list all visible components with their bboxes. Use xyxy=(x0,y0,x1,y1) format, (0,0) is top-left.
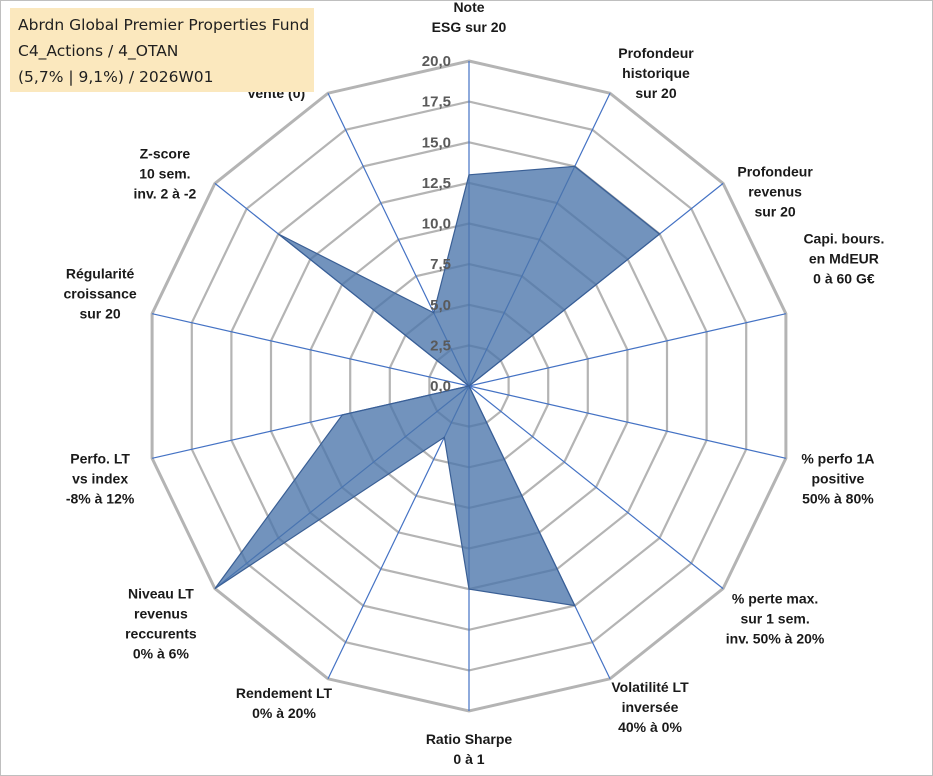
axis-label: Profondeur historique sur 20 xyxy=(618,45,694,101)
axis-label: Rendement LT 0% à 20% xyxy=(236,685,333,721)
radar-tick-labels: 0,0 2,5 5,0 7,5 10,0 12,5 15,0 17,5 20,0 xyxy=(422,53,451,395)
axis-label: Capi. bours. en MdEUR 0 à 60 G€ xyxy=(803,231,884,287)
radar-spoke xyxy=(468,385,724,590)
radar-series xyxy=(214,165,661,607)
tick-label: 2,5 xyxy=(430,337,451,354)
radar-spoke xyxy=(468,313,787,387)
radar-spoke xyxy=(468,385,787,459)
series-area xyxy=(214,165,661,607)
radar-axis-labels: Note ESG sur 20 Profondeur historique sur 20… xyxy=(64,1,885,767)
axis-label: Perfo. LT vs index -8% à 12% xyxy=(66,450,135,506)
info-box: Abrdn Global Premier Properties Fund C4_… xyxy=(10,8,314,92)
tick-label: 12,5 xyxy=(422,175,451,192)
axis-label: Niveau LT revenus reccurents 0% à 6% xyxy=(125,586,197,662)
tick-label: 17,5 xyxy=(422,94,451,111)
radar-spoke xyxy=(151,313,470,387)
tick-label: 5,0 xyxy=(430,297,451,314)
axis-label: Volatilité LT inversée 40% à 0% xyxy=(611,679,689,735)
axis-label: Ratio Sharpe 0 à 1 xyxy=(426,731,513,767)
axis-label: Profondeur revenus sur 20 xyxy=(737,163,813,219)
tick-label: 10,0 xyxy=(422,216,451,233)
fund-name: Abrdn Global Premier Properties Fund xyxy=(18,16,310,34)
axis-label: Z-score 10 sem. inv. 2 à -2 xyxy=(134,145,197,201)
tick-label: 7,5 xyxy=(430,256,451,273)
axis-label: Note ESG sur 20 xyxy=(432,1,507,35)
axis-label: % perte max. sur 1 sem. inv. 50% à 20% xyxy=(726,591,825,647)
axis-label: % perfo 1A positive 50% à 80% xyxy=(801,450,874,506)
tick-label: 15,0 xyxy=(422,134,451,151)
tick-label: 20,0 xyxy=(422,53,451,70)
fund-category: C4_Actions / 4_OTAN xyxy=(18,42,179,60)
tick-label: 0,0 xyxy=(430,378,451,395)
axis-label: Régularité croissance sur 20 xyxy=(64,266,137,322)
fund-stats: (5,7% | 9,1%) / 2026W01 xyxy=(18,68,214,86)
